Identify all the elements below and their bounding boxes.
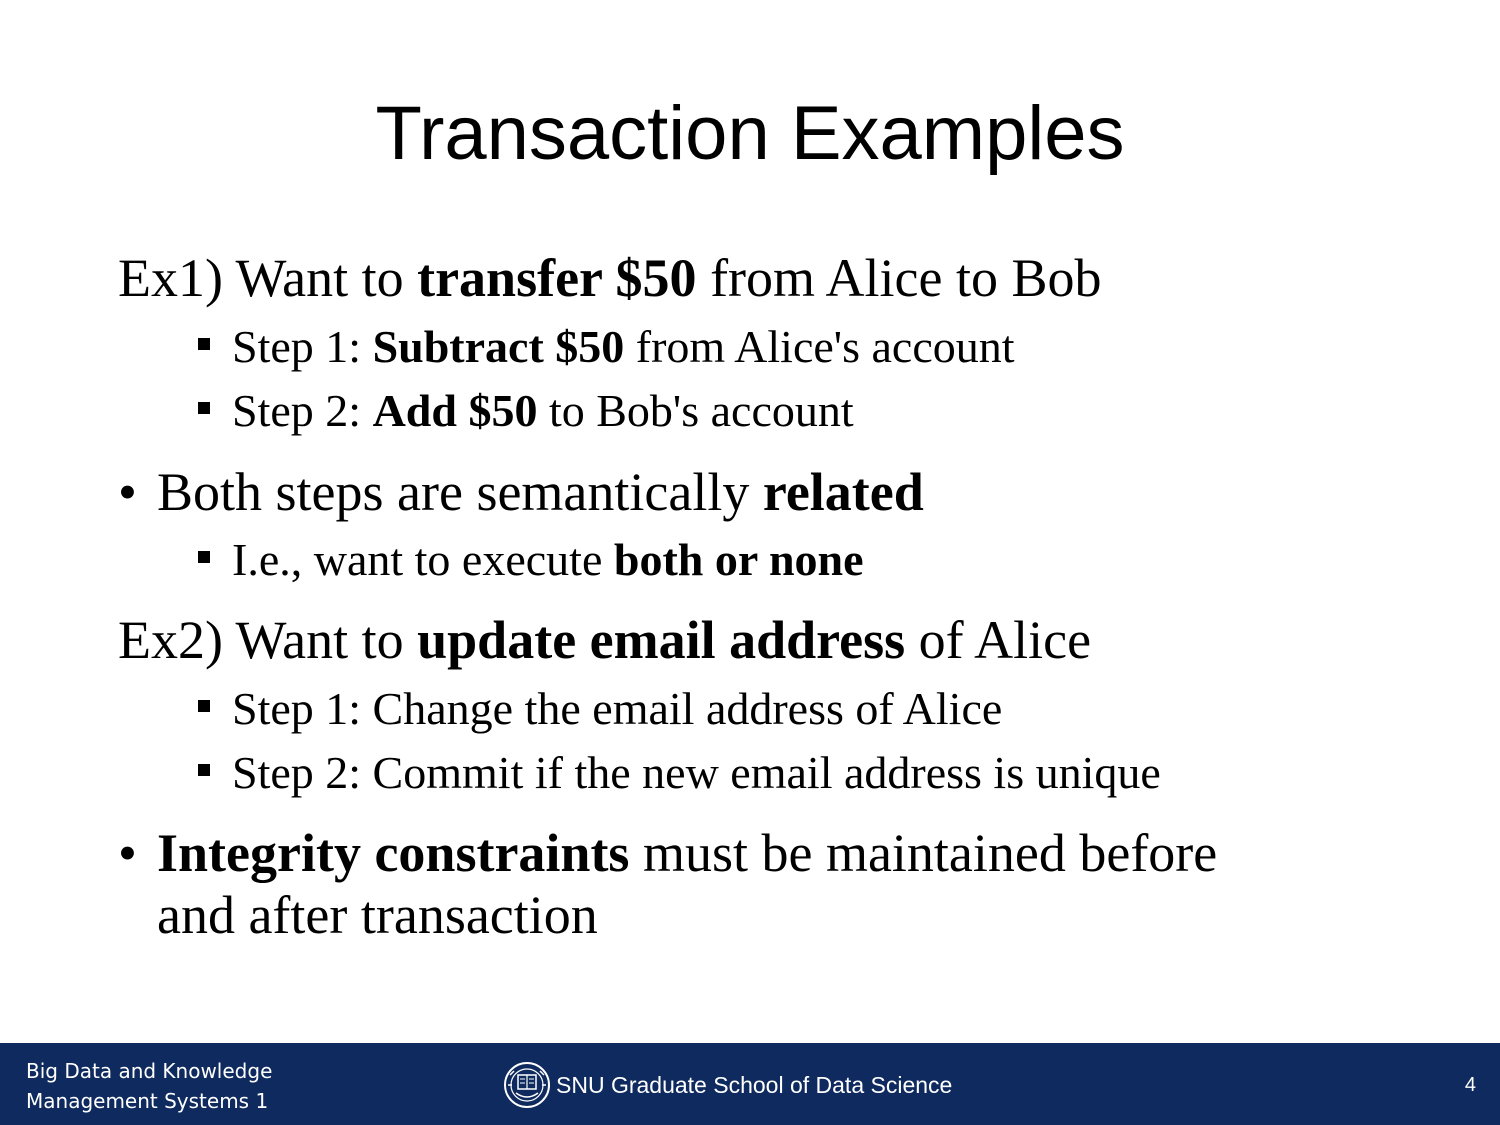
integrity-point-line1: Integrity constraints must be maintained… (157, 822, 1217, 884)
page-number: 4 (1464, 1074, 1476, 1096)
ex1-step2: Step 2: Add $50 to Bob's account (232, 384, 854, 438)
related-point: Both steps are semantically related (157, 461, 924, 523)
school-name: SNU Graduate School of Data Science (556, 1072, 953, 1098)
slide-footer: Big Data and Knowledge Management System… (0, 1043, 1500, 1125)
related-prefix: Both steps are semantically (157, 462, 763, 522)
square-bullet-icon (198, 700, 210, 712)
round-bullet-icon: • (118, 823, 137, 883)
related-emphasis: related (762, 462, 924, 522)
integrity-suffix: must be maintained before (629, 823, 1218, 883)
ex1-emphasis: transfer $50 (417, 248, 697, 308)
integrity-point-line2: and after transaction (157, 885, 598, 945)
ex1-step1-prefix: Step 1: (232, 321, 373, 372)
related-sub-prefix: I.e., want to execute (232, 534, 614, 585)
square-bullet-icon (198, 551, 210, 563)
ex2-emphasis: update email address (417, 610, 906, 670)
ex1-step2-prefix: Step 2: (232, 385, 373, 436)
ex2-step2: Step 2: Commit if the new email address … (232, 747, 1161, 798)
ex1-prefix: Ex1) Want to (118, 248, 418, 308)
related-sub-emphasis: both or none (613, 534, 864, 585)
related-subpoint: I.e., want to execute both or none (232, 533, 864, 587)
slide-title: Transaction Examples (375, 91, 1125, 176)
round-bullet-icon: • (118, 462, 137, 522)
ex1-step1-suffix: from Alice's account (624, 321, 1015, 372)
ex2-prefix: Ex2) Want to (118, 610, 418, 670)
integrity-emphasis: Integrity constraints (157, 823, 630, 883)
ex1-step2-emphasis: Add $50 (372, 385, 538, 436)
course-name-line1: Big Data and Knowledge (26, 1059, 273, 1083)
ex2-suffix: of Alice (905, 610, 1092, 670)
ex1-step2-suffix: to Bob's account (537, 385, 854, 436)
ex1-suffix: from Alice to Bob (696, 248, 1102, 308)
snu-emblem-icon (504, 1062, 550, 1108)
ex1-step1-emphasis: Subtract $50 (372, 321, 625, 372)
square-bullet-icon (198, 764, 210, 776)
course-name: Big Data and Knowledge Management System… (26, 1056, 346, 1116)
ex1-heading: Ex1) Want to transfer $50 from Alice to … (118, 247, 1102, 309)
ex2-step1: Step 1: Change the email address of Alic… (232, 683, 1003, 734)
ex2-heading: Ex2) Want to update email address of Ali… (118, 609, 1091, 671)
course-name-line2: Management Systems 1 (26, 1089, 269, 1113)
square-bullet-icon (198, 402, 210, 414)
ex1-step1: Step 1: Subtract $50 from Alice's accoun… (232, 320, 1015, 374)
square-bullet-icon (198, 338, 210, 350)
